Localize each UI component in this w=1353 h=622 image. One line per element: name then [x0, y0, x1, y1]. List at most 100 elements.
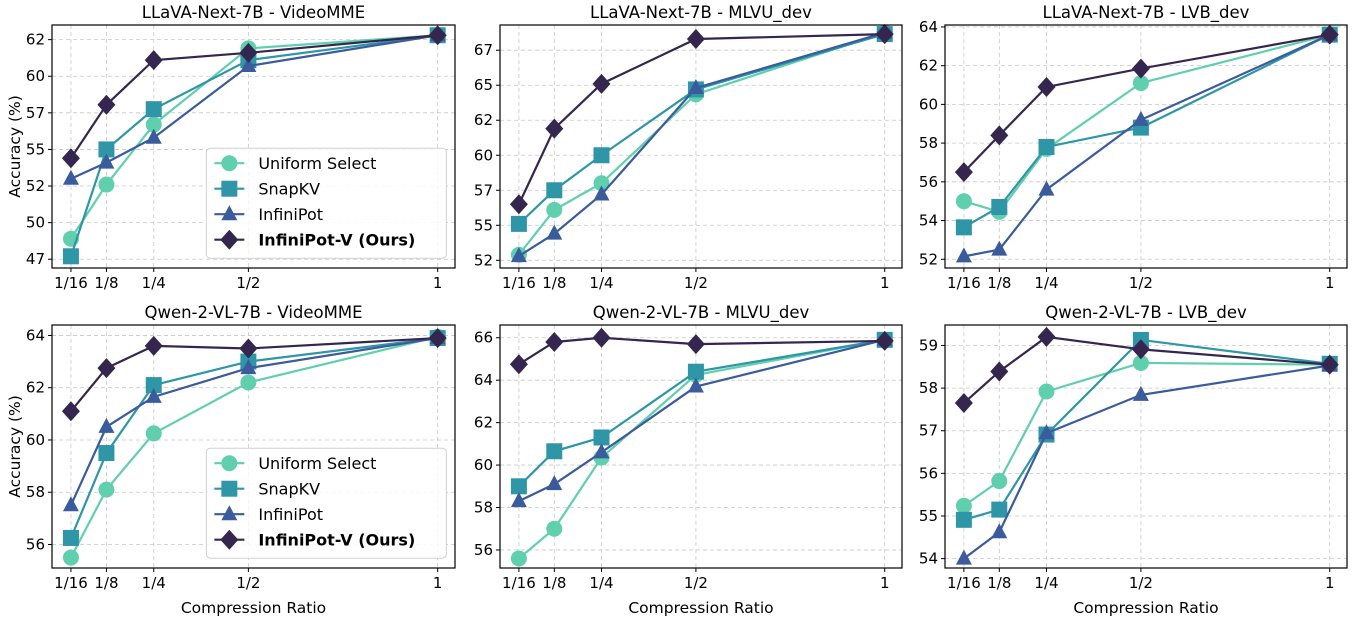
- y-tick-label: 60: [919, 95, 938, 113]
- series-uniform-select: [510, 24, 893, 263]
- series-infinipot-v-ours-: [509, 24, 894, 215]
- series-line: [517, 33, 885, 205]
- x-tick-label: 1: [433, 574, 443, 592]
- y-tick-label: 54: [919, 550, 938, 568]
- x-tick-label: 1/16: [54, 274, 88, 292]
- legend-label: InfiniPot-V (Ours): [258, 531, 415, 550]
- triangle-marker: [687, 377, 704, 393]
- x-tick-label: 1/8: [542, 574, 566, 592]
- diamond-marker: [1037, 326, 1056, 347]
- circle-marker: [955, 193, 972, 210]
- y-tick-label: 58: [26, 483, 45, 501]
- y-tick-label: 64: [919, 18, 938, 36]
- diamond-marker: [592, 73, 611, 94]
- square-marker: [510, 478, 527, 495]
- axes-frame: [51, 324, 456, 569]
- diamond-marker: [144, 50, 163, 71]
- triangle-marker: [240, 56, 257, 72]
- axes-frame: [944, 324, 1348, 569]
- y-tick-label: 47: [26, 250, 45, 268]
- circle-marker: [98, 481, 115, 498]
- subplot-title: Qwen-2-VL-7B - MLVU_dev: [593, 303, 810, 323]
- diamond-marker: [220, 229, 239, 250]
- x-axis-label: Compression Ratio: [628, 599, 773, 617]
- circle-marker: [593, 175, 610, 192]
- series-line: [518, 31, 886, 258]
- circle-marker: [510, 550, 527, 567]
- series-line: [518, 338, 885, 488]
- square-marker: [145, 377, 162, 394]
- legend-label: SnapKV: [258, 180, 320, 199]
- x-tick-label: 1/4: [589, 574, 613, 592]
- diamond-marker: [875, 24, 894, 45]
- diamond-marker: [1131, 58, 1150, 79]
- diamond-marker: [97, 94, 116, 115]
- subplot-title: LLaVA-Next-7B - MLVU_dev: [590, 3, 812, 23]
- diamond-marker: [545, 331, 564, 352]
- y-tick-label: 64: [474, 371, 493, 389]
- axes-frame: [499, 324, 903, 569]
- series-infinipot: [510, 23, 893, 263]
- y-tick-label: 55: [474, 216, 493, 234]
- triangle-marker: [1132, 110, 1149, 126]
- diamond-marker: [686, 334, 705, 355]
- subplot-1: 1/16 1/8 1/4 1/2 1 47 50 52 55 57 60 62 LLaVA-Next-7…: [6, 3, 456, 292]
- y-tick-label: 62: [919, 57, 938, 75]
- x-tick-label: 1/4: [589, 274, 613, 292]
- series-infinipot: [510, 330, 893, 508]
- diamond-marker: [1320, 24, 1339, 45]
- legend-item: InfiniPot: [214, 205, 323, 224]
- y-tick-label: 57: [26, 104, 45, 122]
- diamond-marker: [509, 194, 528, 215]
- series-line: [963, 364, 1330, 560]
- triangle-marker: [98, 153, 115, 169]
- legend-item: InfiniPot-V (Ours): [214, 529, 415, 550]
- square-marker: [510, 215, 527, 232]
- legend-label: InfiniPot: [258, 505, 323, 524]
- y-tick-label: 62: [26, 31, 45, 49]
- y-tick-label: 54: [919, 212, 938, 230]
- legend-box: [205, 147, 447, 259]
- diamond-marker: [954, 162, 973, 183]
- square-marker: [991, 199, 1008, 216]
- y-tick-label: 62: [26, 379, 45, 397]
- y-tick-label: 50: [26, 214, 45, 232]
- legend-label: InfiniPot-V (Ours): [258, 231, 415, 250]
- diamond-marker: [220, 529, 239, 550]
- diamond-marker: [509, 354, 528, 375]
- circle-marker: [221, 155, 238, 172]
- square-marker: [546, 182, 563, 199]
- diamond-marker: [1037, 76, 1056, 97]
- legend-label: SnapKV: [258, 480, 320, 499]
- y-tick-label: 60: [26, 67, 45, 85]
- series-infinipot-v-ours-: [954, 24, 1339, 183]
- subplot-title: LLaVA-Next-7B - LVB_dev: [1043, 3, 1250, 23]
- y-tick-label: 58: [919, 379, 938, 397]
- triangle-marker: [145, 128, 162, 144]
- subplot-title: LLaVA-Next-7B - VideoMME: [142, 3, 365, 22]
- y-tick-label: 64: [26, 326, 45, 344]
- square-marker: [221, 480, 238, 497]
- circle-marker: [98, 176, 115, 193]
- circle-marker: [145, 116, 162, 133]
- y-axis-label: Accuracy (%): [6, 395, 24, 498]
- triangle-marker: [991, 240, 1008, 256]
- series-infinipot: [62, 329, 446, 512]
- x-tick-label: 1/2: [236, 274, 260, 292]
- axes-frame: [499, 24, 903, 269]
- diamond-marker: [1131, 339, 1150, 360]
- legend-box: [205, 447, 447, 559]
- x-tick-label: 1/8: [987, 574, 1011, 592]
- y-tick-label: 57: [919, 422, 938, 440]
- y-tick-label: 58: [474, 499, 493, 517]
- legend: Uniform Select SnapKV InfiniPot InfiniPot-V…: [205, 147, 447, 259]
- subplot-4: 1/16 1/8 1/4 1/2 1 56 58 60 62 64 Qwen-2-VL-7B - V…: [6, 303, 456, 617]
- x-tick-label: 1/16: [947, 574, 981, 592]
- y-tick-label: 62: [474, 111, 493, 129]
- square-marker: [955, 219, 972, 236]
- x-tick-label: 1/8: [542, 274, 566, 292]
- x-tick-label: 1/16: [54, 574, 88, 592]
- x-tick-label: 1/2: [684, 274, 708, 292]
- legend-item: SnapKV: [214, 480, 320, 499]
- circle-marker: [240, 374, 257, 391]
